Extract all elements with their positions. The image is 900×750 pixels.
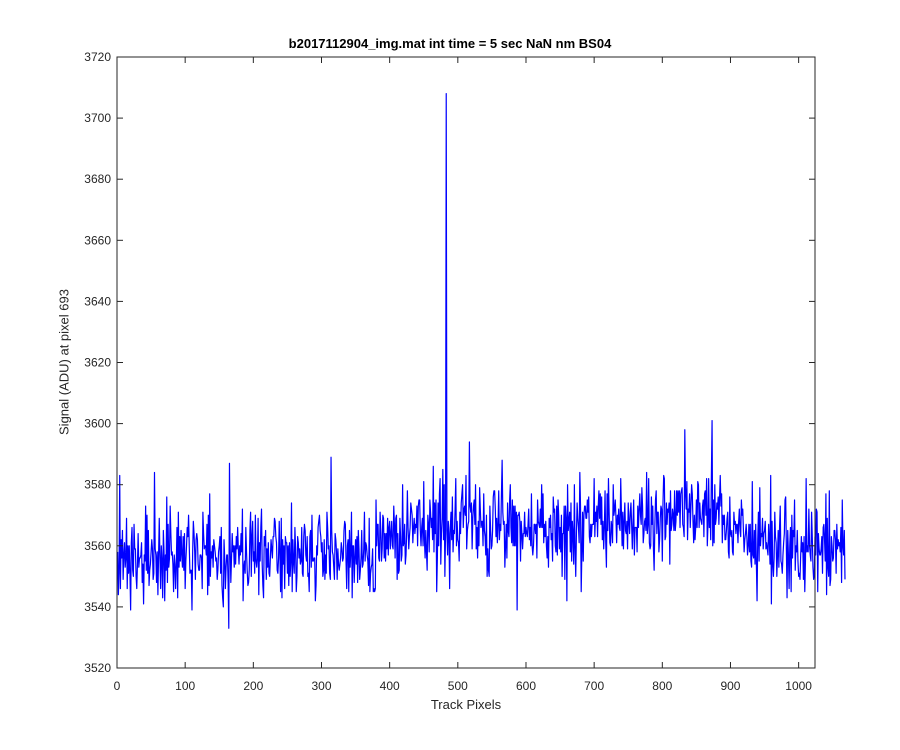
x-tick-label: 0 xyxy=(114,679,121,693)
x-tick-label: 100 xyxy=(175,679,195,693)
x-tick-label: 300 xyxy=(311,679,331,693)
x-tick-label: 600 xyxy=(516,679,536,693)
x-axis-label: Track Pixels xyxy=(430,697,502,712)
y-axis-label: Signal (ADU) at pixel 693 xyxy=(56,289,72,435)
chart-title: b2017112904_img.mat int time = 5 sec NaN… xyxy=(288,36,612,51)
x-tick-label: 800 xyxy=(652,679,672,693)
y-tick-label: 3680 xyxy=(84,172,111,186)
y-tick-label: 3540 xyxy=(84,600,111,614)
axes-background xyxy=(117,57,815,668)
y-tick-label: 3580 xyxy=(84,478,111,492)
y-tick-label: 3660 xyxy=(84,233,111,247)
x-tick-label: 400 xyxy=(380,679,400,693)
x-tick-label: 200 xyxy=(243,679,263,693)
y-tick-label: 3620 xyxy=(84,356,111,370)
signal-series-line xyxy=(117,93,846,629)
y-axis-ticks: 3520 3540 3560 3580 3600 3620 3640 3660 3680 3700… xyxy=(84,50,815,675)
x-tick-label: 1000 xyxy=(785,679,812,693)
x-tick-label: 700 xyxy=(584,679,604,693)
y-tick-label: 3560 xyxy=(84,539,111,553)
y-tick-label: 3640 xyxy=(84,294,111,308)
y-tick-label: 3720 xyxy=(84,50,111,64)
y-tick-label: 3520 xyxy=(84,661,111,675)
x-axis-ticks: 0 100 200 300 400 500 600 700 800 900 1000 xyxy=(114,57,812,693)
x-tick-label: 500 xyxy=(448,679,468,693)
x-tick-label: 900 xyxy=(720,679,740,693)
y-tick-label: 3600 xyxy=(84,417,111,431)
y-tick-label: 3700 xyxy=(84,111,111,125)
